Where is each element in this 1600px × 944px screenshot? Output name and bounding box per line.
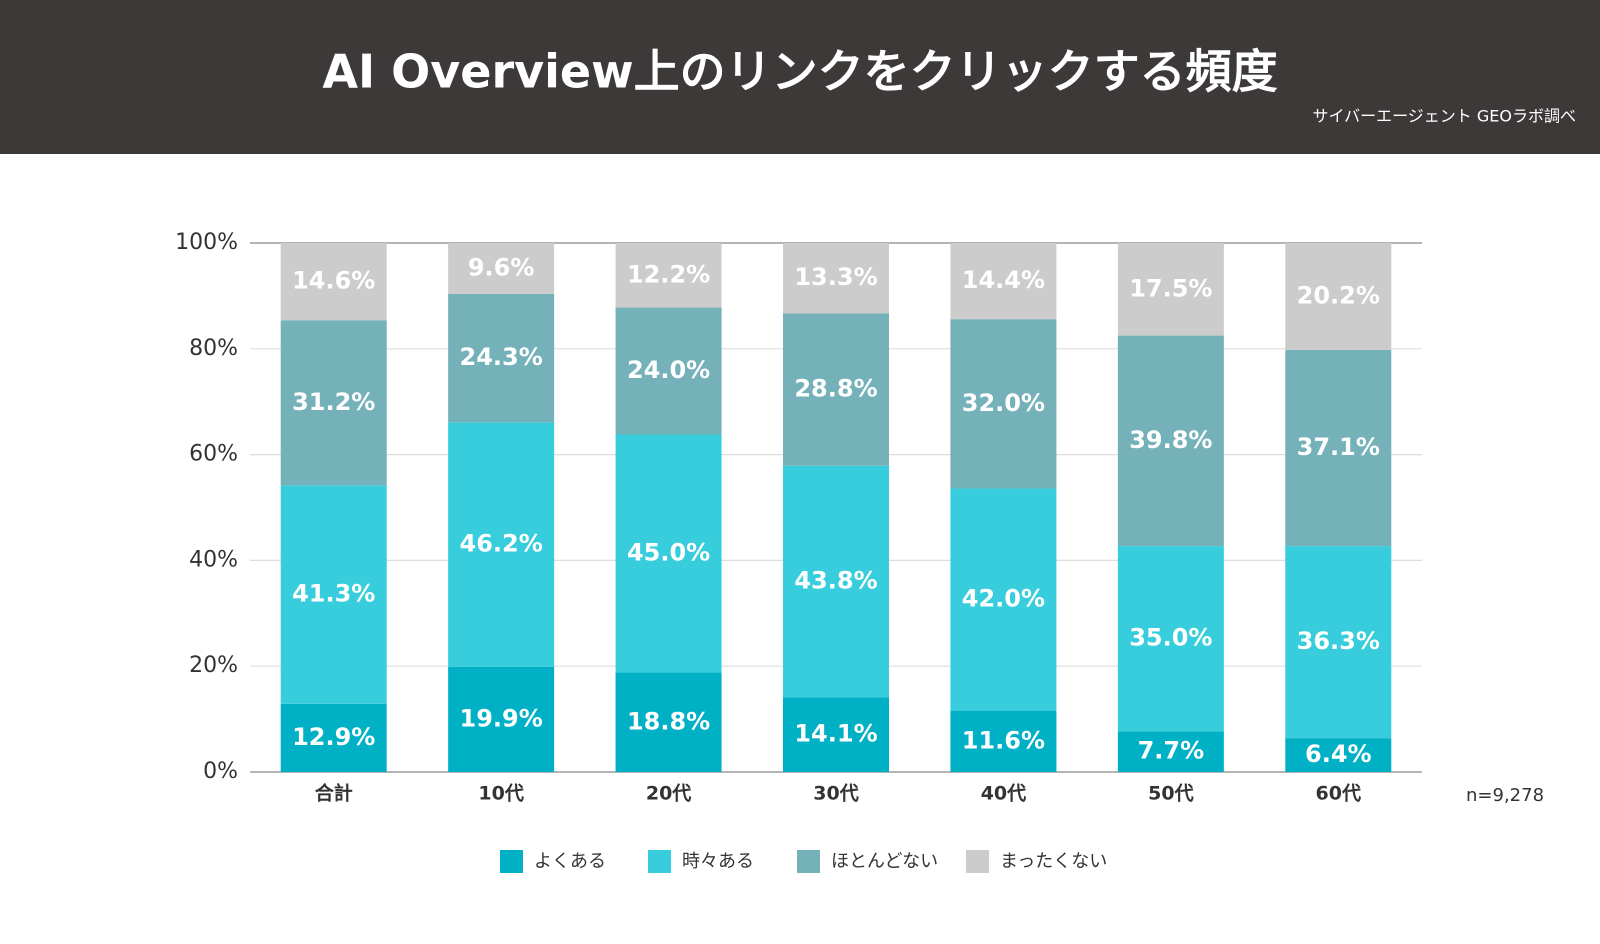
value-label: 12.9%: [292, 723, 375, 751]
legend-label: ほとんどない: [831, 851, 938, 872]
legend-swatch: [797, 850, 820, 873]
legend-swatch: [966, 850, 989, 873]
note: n=9,278: [1466, 785, 1544, 806]
bar-segment: [448, 293, 555, 423]
value-label: 24.3%: [460, 343, 543, 371]
y-tick-label: 60%: [189, 442, 238, 467]
header: [0, 0, 1600, 154]
bar-segment: [783, 243, 889, 314]
value-label: 41.3%: [292, 580, 375, 608]
x-tick-label: 50代: [1148, 783, 1193, 805]
bar-segment: [950, 243, 1057, 320]
value-label: 42.0%: [962, 585, 1045, 613]
y-tick-label: 40%: [189, 547, 238, 572]
x-tick-label: 30代: [813, 783, 858, 805]
bar-segment: [950, 319, 1057, 489]
bar-segment: [615, 307, 722, 435]
value-label: 11.6%: [962, 726, 1045, 754]
value-label: 31.2%: [292, 388, 375, 416]
bar-segment: [783, 465, 889, 698]
value-label: 32.0%: [962, 389, 1045, 417]
chart-title: AI Overview上のリンクをクリックする頻度: [322, 45, 1277, 99]
legend-swatch: [648, 850, 671, 873]
bar-segment: [615, 672, 722, 772]
value-label: 7.7%: [1138, 737, 1205, 765]
y-tick-label: 0%: [203, 759, 238, 784]
bar-segment: [1117, 243, 1224, 336]
value-label: 9.6%: [468, 253, 535, 281]
legend-label: よくある: [534, 851, 606, 872]
bar-segment: [615, 243, 722, 308]
bar-segment: [448, 666, 555, 772]
value-label: 14.1%: [794, 720, 877, 748]
value-label: 24.0%: [627, 356, 710, 384]
value-label: 36.3%: [1297, 627, 1380, 655]
legend-swatch: [500, 850, 523, 873]
x-tick-label: 20代: [646, 783, 691, 805]
bar-segment: [950, 488, 1057, 711]
bar-segment: [280, 485, 387, 704]
chart-subtitle: サイバーエージェント GEOラボ調べ: [1312, 107, 1576, 126]
value-label: 20.2%: [1297, 281, 1380, 309]
x-tick-label: 合計: [315, 782, 353, 805]
value-label: 19.9%: [460, 704, 543, 732]
value-label: 6.4%: [1305, 740, 1372, 768]
bar-segment: [448, 243, 555, 294]
legend-label: 時々ある: [682, 851, 754, 872]
bar-segment: [950, 710, 1057, 772]
value-label: 18.8%: [627, 707, 710, 735]
value-label: 14.6%: [292, 267, 375, 295]
x-tick-label: 60代: [1316, 783, 1361, 805]
value-label: 28.8%: [794, 375, 877, 403]
value-label: 35.0%: [1129, 624, 1212, 652]
x-tick-label: 10代: [478, 783, 523, 805]
legend-label: まったくない: [1000, 851, 1107, 872]
x-tick-label: 40代: [981, 783, 1026, 805]
y-tick-label: 20%: [189, 653, 238, 678]
value-label: 17.5%: [1129, 274, 1212, 302]
bar-segment: [280, 703, 387, 772]
value-label: 14.4%: [962, 266, 1045, 294]
bar-segment: [280, 320, 387, 486]
bar-segment: [615, 434, 722, 673]
bar-segment: [1285, 243, 1392, 350]
value-label: 45.0%: [627, 539, 710, 567]
value-label: 43.8%: [794, 567, 877, 595]
value-label: 46.2%: [460, 530, 543, 558]
y-tick-label: 80%: [189, 336, 238, 361]
y-tick-label: 100%: [175, 230, 238, 255]
value-label: 12.2%: [627, 260, 710, 288]
bar-segment: [448, 422, 555, 667]
bar-segment: [1117, 335, 1224, 547]
bar-segment: [1285, 349, 1392, 547]
value-label: 13.3%: [794, 263, 877, 291]
bar-segment: [783, 697, 889, 772]
bar-segment: [1285, 738, 1392, 772]
bar-segment: [1285, 546, 1392, 739]
value-label: 39.8%: [1129, 426, 1212, 454]
bar-segment: [280, 243, 387, 321]
bar-segment: [1117, 546, 1224, 732]
value-label: 37.1%: [1297, 433, 1380, 461]
bar-segment: [783, 313, 889, 466]
bar-segment: [1117, 731, 1224, 772]
